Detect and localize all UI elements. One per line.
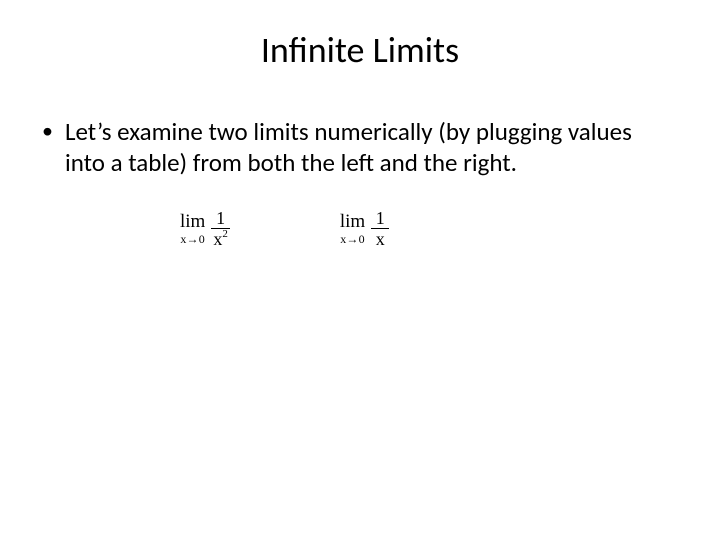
slide-title: Infinite Limits	[36, 28, 684, 72]
lim-subscript: x→0	[180, 233, 205, 245]
limit-expression-2: lim x→0 1 x	[340, 209, 389, 248]
fraction: 1 x2	[211, 209, 230, 248]
lim-operator: lim x→0	[340, 212, 365, 245]
lim-label: lim	[180, 212, 205, 231]
bullet-text: Let’s examine two limits numerically (by…	[65, 116, 664, 179]
lim-operator: lim x→0	[180, 212, 205, 245]
limit-expression-1: lim x→0 1 x2	[180, 209, 230, 248]
formula-row: lim x→0 1 x2 lim x→0 1 x	[36, 209, 684, 248]
fraction-numerator: 1	[214, 209, 227, 228]
slide-container: Infinite Limits • Let’s examine two limi…	[0, 0, 720, 540]
lim-subscript: x→0	[340, 233, 365, 245]
fraction: 1 x	[371, 209, 389, 248]
bullet-marker: •	[42, 116, 53, 146]
denominator-base: x	[213, 229, 222, 249]
denominator-exponent: 2	[222, 228, 228, 240]
fraction-denominator: x	[371, 228, 389, 248]
lim-label: lim	[340, 212, 365, 231]
denominator-base: x	[376, 229, 385, 249]
fraction-denominator: x2	[211, 228, 230, 248]
bullet-item: • Let’s examine two limits numerically (…	[36, 116, 684, 179]
fraction-numerator: 1	[374, 209, 387, 228]
